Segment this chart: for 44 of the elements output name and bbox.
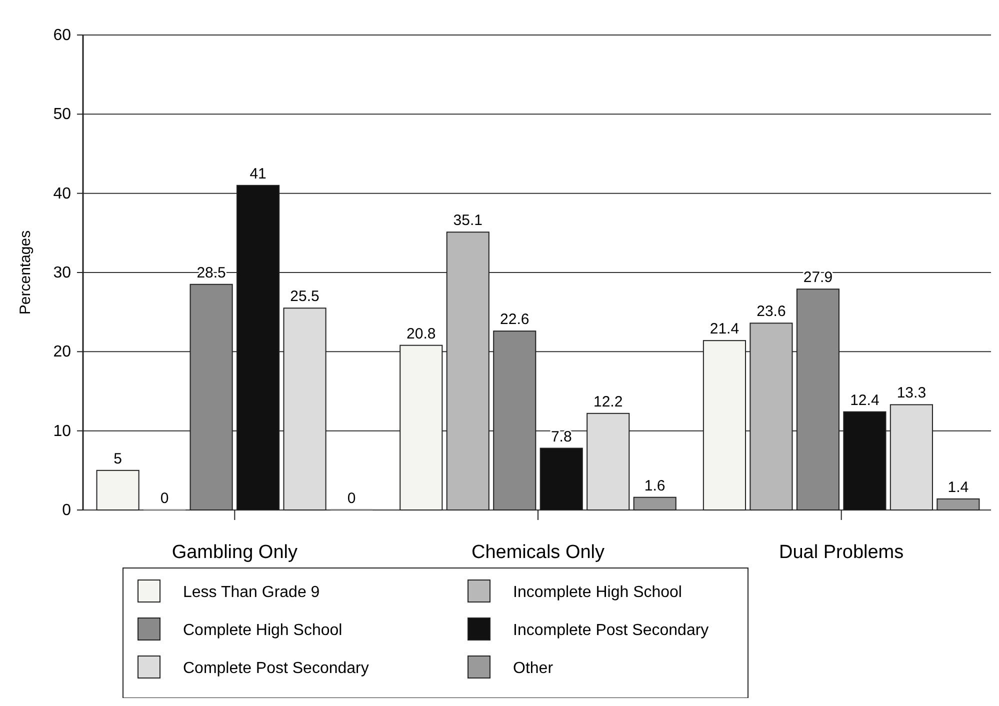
bar: [96, 470, 140, 510]
x-tick-label: Gambling Only: [172, 542, 298, 563]
data-label: 13.3: [896, 384, 926, 402]
bar: [936, 498, 980, 510]
data-label: 23.6: [756, 303, 786, 320]
y-tick-label: 10: [53, 422, 72, 440]
bar: [750, 322, 793, 510]
data-label: 35.1: [453, 212, 482, 230]
data-label: 12.2: [594, 393, 623, 410]
data-label: 7.8: [550, 428, 572, 446]
y-tick-label: 50: [53, 106, 72, 124]
bar: [283, 308, 326, 510]
data-label: 41: [250, 165, 266, 182]
y-tick-label: 60: [53, 27, 72, 44]
y-tick-label: 0: [62, 502, 72, 519]
legend-label: Incomplete High School: [513, 584, 682, 601]
legend-label: Complete High School: [183, 622, 342, 639]
bar: [400, 344, 443, 510]
y-axis-title: Percentages: [17, 230, 34, 315]
bar: [890, 404, 933, 510]
bar: [702, 340, 746, 510]
x-tick-label: Dual Problems: [779, 542, 904, 563]
legend-label: Other: [513, 660, 554, 677]
data-label: 22.6: [500, 311, 530, 328]
legend-label: Complete Post Secondary: [183, 660, 369, 677]
data-label: 12.4: [850, 392, 880, 409]
data-label: 25.5: [290, 288, 320, 306]
data-label: 1.6: [644, 477, 666, 494]
legend-label: Incomplete Post Secondary: [513, 622, 709, 639]
bar: [633, 496, 676, 510]
data-label: 21.4: [710, 320, 740, 338]
data-label: 20.8: [406, 325, 436, 342]
data-label: 0: [160, 490, 169, 507]
bar: [586, 412, 630, 510]
data-label: 1.4: [948, 478, 969, 496]
data-label: 5: [114, 450, 122, 468]
y-tick-label: 40: [53, 185, 72, 202]
data-label: 27.9: [803, 269, 833, 286]
y-tick-label: 20: [53, 344, 72, 361]
y-tick-label: 30: [53, 264, 72, 282]
bar: [446, 232, 490, 510]
x-tick-label: Chemicals Only: [471, 542, 606, 563]
data-label: 0: [347, 490, 356, 507]
legend-label: Less Than Grade 9: [183, 584, 320, 601]
